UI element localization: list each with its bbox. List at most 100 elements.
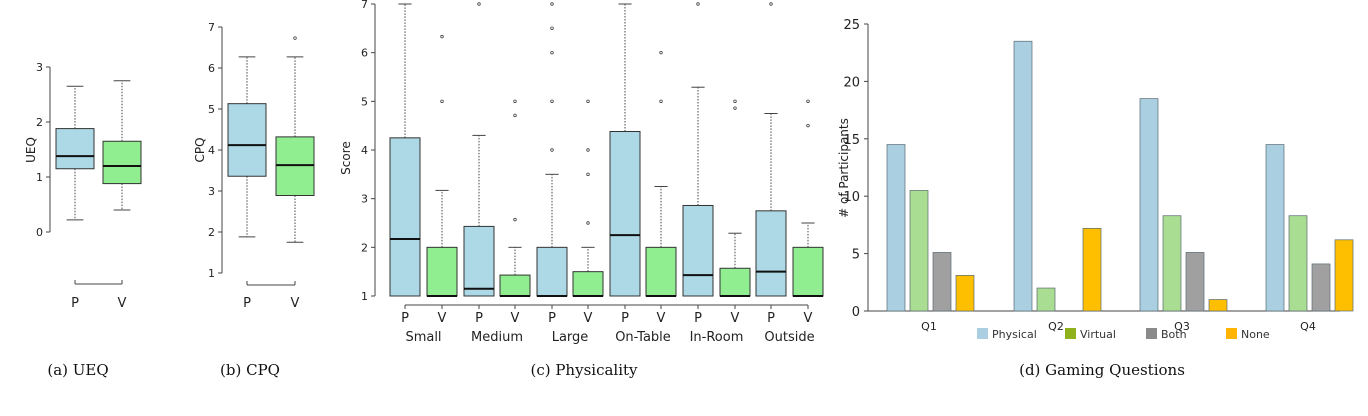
outlier-point — [806, 99, 810, 104]
box-iqr — [275, 136, 315, 197]
physicality-box-outside-V — [792, 99, 824, 297]
y-tick-label: 1 — [361, 290, 368, 303]
legend-swatch-virtual — [1065, 328, 1076, 339]
outlier-point — [586, 148, 590, 152]
physicality-y-label: Score — [339, 141, 353, 175]
y-tick-label: 2 — [36, 116, 43, 129]
gaming-bar-physical-q2 — [1013, 40, 1033, 312]
legend-label-physical: Physical — [992, 328, 1037, 341]
y-tick-label: 5 — [208, 103, 215, 116]
y-tick-label: 5 — [361, 95, 368, 108]
gaming-bar-none-q4 — [1334, 239, 1354, 312]
physicality-box-small-P — [389, 3, 421, 297]
y-tick-label: 3 — [36, 61, 43, 74]
outlier-point — [513, 99, 517, 104]
outlier-point — [586, 221, 590, 225]
box-iqr — [682, 204, 714, 297]
physicality-group-label: Outside — [764, 330, 814, 345]
physicality-group-label: In-Room — [690, 330, 744, 345]
box-iqr — [792, 246, 824, 297]
gaming-x-tick-label: Q3 — [1174, 320, 1190, 333]
gaming-bar-both-q1 — [932, 252, 952, 312]
y-tick-label: 4 — [208, 144, 215, 157]
y-tick-label: 6 — [208, 62, 215, 75]
physicality-box-outside-P — [755, 2, 787, 297]
physicality-sub-label: P — [694, 311, 702, 326]
physicality-box-small-V — [426, 34, 458, 297]
legend-swatch-none — [1226, 328, 1237, 339]
y-tick-label: 3 — [208, 185, 215, 198]
physicality-sub-label: V — [804, 311, 813, 326]
y-tick-label: 1 — [208, 267, 215, 280]
physicality-sub-label: V — [731, 311, 740, 326]
box-iqr — [645, 246, 677, 297]
ueq-y-axis — [46, 66, 51, 233]
physicality-box-large-V — [572, 99, 604, 297]
box-iqr — [426, 246, 458, 297]
box-iqr — [499, 274, 531, 297]
gaming-x-tick-label: Q1 — [921, 320, 937, 333]
outlier-point — [293, 36, 297, 40]
cpq-x-tick-label: P — [243, 296, 251, 311]
box-iqr — [389, 137, 421, 297]
box-iqr — [719, 267, 751, 297]
y-tick-label: 20 — [843, 75, 860, 90]
physicality-box-medium-P — [463, 2, 495, 297]
outlier-point — [440, 99, 444, 104]
physicality-box-on-table-P — [609, 3, 641, 297]
gaming-bar-none-q2 — [1082, 227, 1102, 312]
gaming-bar-none-q1 — [955, 275, 975, 312]
gaming-caption: (d) Gaming Questions — [1019, 361, 1185, 379]
cpq-box-V — [275, 36, 315, 243]
outlier-point — [477, 2, 481, 6]
ueq-box-V — [102, 80, 142, 211]
physicality-caption: (c) Physicality — [530, 361, 638, 379]
legend-label-virtual: Virtual — [1080, 328, 1116, 341]
outlier-point — [513, 113, 517, 118]
gaming-y-label: # of Participants — [837, 118, 851, 218]
physicality-group-label: On-Table — [615, 330, 671, 345]
gaming-y-axis — [864, 23, 869, 312]
outlier-point — [550, 2, 554, 6]
outlier-point — [769, 2, 773, 6]
y-tick-label: 3 — [361, 193, 368, 206]
outlier-point — [550, 99, 554, 104]
y-tick-label: 6 — [361, 47, 368, 60]
y-tick-label: 7 — [208, 21, 215, 34]
box-iqr — [755, 210, 787, 297]
y-tick-label: 5 — [852, 248, 860, 263]
outlier-point — [550, 26, 554, 31]
physicality-box-in-room-P — [682, 2, 714, 297]
gaming-bar-physical-q1 — [886, 144, 906, 312]
outlier-point — [806, 123, 810, 128]
gaming-bar-virtual-q3 — [1162, 215, 1182, 312]
physicality-sub-label: P — [548, 311, 556, 326]
physicality-box-large-P — [536, 2, 568, 297]
ueq-caption: (a) UEQ — [47, 361, 108, 379]
y-tick-label: 4 — [361, 144, 368, 157]
outlier-point — [550, 148, 554, 152]
gaming-x-tick-label: Q4 — [1300, 320, 1316, 333]
cpq-caption: (b) CPQ — [220, 361, 280, 379]
physicality-sub-label: V — [438, 311, 447, 326]
box-iqr — [227, 103, 267, 177]
box-iqr — [102, 140, 142, 185]
physicality-sub-label: P — [475, 311, 483, 326]
outlier-point — [550, 50, 554, 55]
y-tick-label: 0 — [36, 226, 43, 239]
gaming-bar-physical-q4 — [1265, 144, 1285, 312]
ueq-x-tick-label: P — [71, 296, 79, 311]
outlier-point — [586, 172, 590, 177]
gaming-bar-none-q3 — [1208, 299, 1228, 312]
y-tick-label: 1 — [36, 171, 43, 184]
cpq-box-P — [227, 56, 267, 238]
legend-label-none: None — [1241, 328, 1270, 341]
y-tick-label: 10 — [843, 190, 860, 205]
y-tick-label: 2 — [361, 241, 368, 254]
outlier-point — [586, 99, 590, 104]
cpq-x-tick-label: V — [291, 296, 300, 311]
physicality-sub-label: V — [511, 311, 520, 326]
gaming-bar-physical-q3 — [1139, 98, 1159, 312]
physicality-group-label: Medium — [471, 330, 523, 345]
outlier-point — [659, 99, 663, 104]
